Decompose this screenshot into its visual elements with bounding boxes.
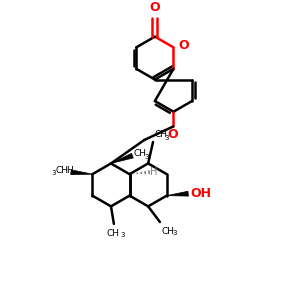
Text: H: H <box>66 166 73 175</box>
Text: 3: 3 <box>172 230 177 236</box>
Polygon shape <box>111 153 133 164</box>
Text: O: O <box>178 39 189 52</box>
Text: CH: CH <box>154 130 167 139</box>
Text: OH: OH <box>190 187 211 200</box>
Text: 3: 3 <box>144 154 148 160</box>
Text: CH: CH <box>162 227 175 236</box>
Text: H: H <box>150 167 158 177</box>
Polygon shape <box>167 191 188 196</box>
Text: O: O <box>150 2 160 14</box>
Polygon shape <box>71 170 92 175</box>
Text: 3: 3 <box>120 232 125 238</box>
Text: CH: CH <box>55 166 68 175</box>
Text: 3: 3 <box>165 135 169 141</box>
Text: CH: CH <box>106 229 119 238</box>
Text: CH: CH <box>134 149 146 158</box>
Text: O: O <box>167 128 178 141</box>
Text: 3: 3 <box>52 170 56 176</box>
